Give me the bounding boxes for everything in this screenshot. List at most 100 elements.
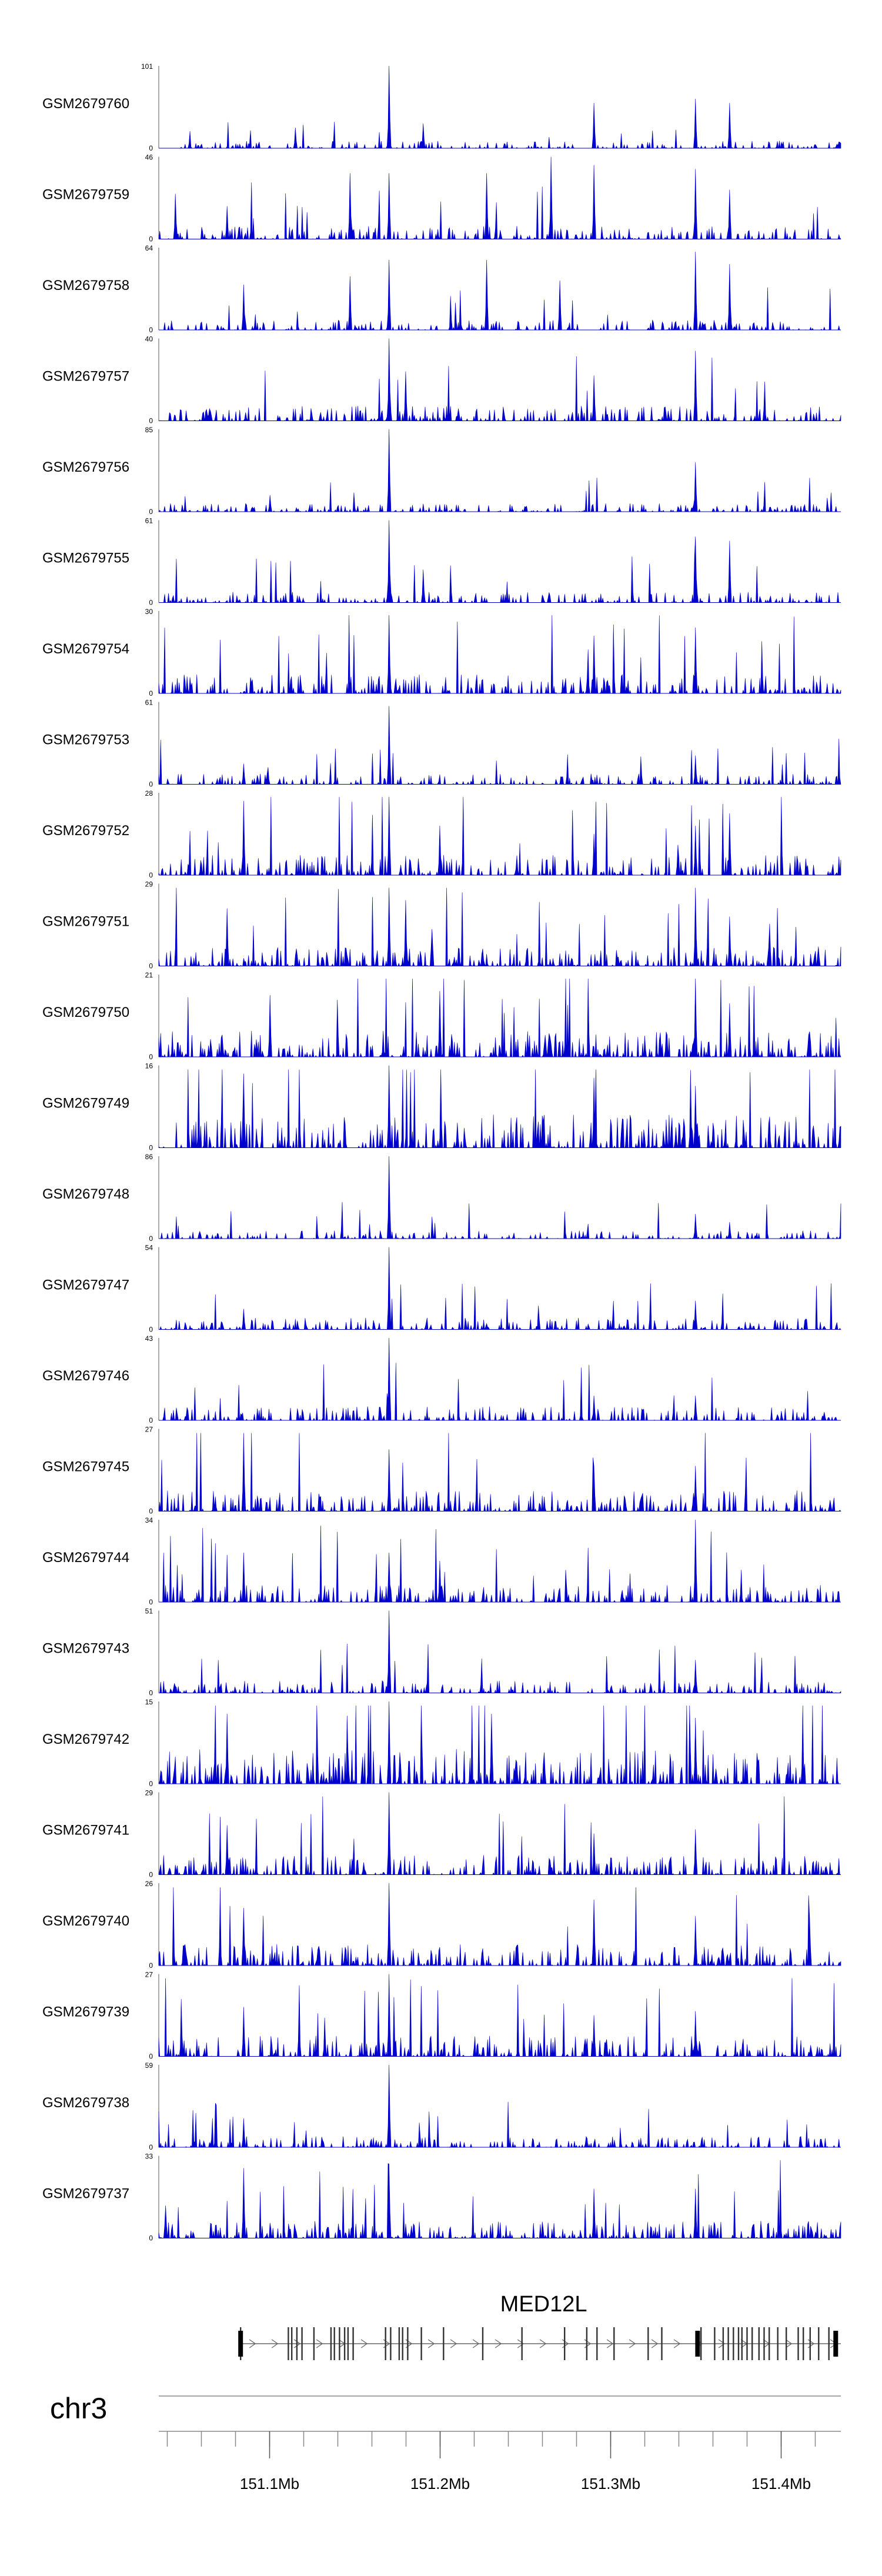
- axis-tick-label: 151.3Mb: [581, 2475, 640, 2492]
- track-label: GSM2679743: [42, 1641, 129, 1657]
- strand-arrow: [517, 2339, 524, 2348]
- track-GSM2679751: GSM2679751 29 0: [42, 880, 841, 970]
- track-ymax-label: 85: [145, 426, 153, 434]
- track-label: GSM2679738: [42, 2095, 129, 2111]
- signal-tracks: GSM26797601010GSM2679759460GSM2679758640…: [42, 62, 841, 2243]
- track-signal: [158, 1701, 841, 1784]
- track-signal: [158, 429, 841, 513]
- gene-name-label: MED12L: [500, 2292, 587, 2317]
- track-GSM2679738: GSM2679738 59 0: [42, 2061, 841, 2151]
- axis-tick-label: 151.4Mb: [751, 2475, 811, 2492]
- track-signal: [158, 1974, 841, 2057]
- track-ymin-label: 0: [149, 1053, 153, 1061]
- track-ymin-label: 0: [149, 780, 153, 789]
- track-GSM2679749: GSM2679749 16 0: [42, 1062, 841, 1152]
- strand-arrow: [450, 2339, 457, 2348]
- exon: [352, 2327, 354, 2360]
- exon: [818, 2327, 820, 2360]
- track-GSM2679740: GSM2679740 26 0: [42, 1880, 841, 1970]
- exon: [727, 2327, 729, 2360]
- track-GSM2679757: GSM2679757 40 0: [42, 335, 841, 425]
- exon: [296, 2327, 298, 2360]
- track-label: GSM2679737: [42, 2186, 129, 2202]
- track-label: GSM2679759: [42, 187, 129, 203]
- track-GSM2679760: GSM2679760 101 0: [42, 62, 841, 152]
- track-label: GSM2679744: [42, 1550, 129, 1566]
- exon: [596, 2327, 598, 2360]
- exon: [339, 2327, 340, 2360]
- strand-arrow: [472, 2339, 480, 2348]
- track-signal: [158, 887, 841, 967]
- track-signal: [158, 1065, 841, 1149]
- track-signal: [158, 1792, 841, 1876]
- track-GSM2679737: GSM2679737 33 0: [42, 2153, 841, 2243]
- exon: [769, 2327, 770, 2360]
- track-GSM2679756: GSM2679756 85 0: [42, 426, 841, 516]
- track-ymin-label: 0: [149, 1689, 153, 1697]
- exon: [564, 2327, 566, 2360]
- exon: [786, 2327, 787, 2360]
- exon: [722, 2327, 724, 2360]
- exon: [313, 2327, 315, 2360]
- exon: [803, 2327, 804, 2360]
- track-ymin-label: 0: [149, 2143, 153, 2151]
- track-ymin-label: 0: [149, 1144, 153, 1152]
- track-signal: [158, 978, 841, 1058]
- track-ymin-label: 0: [149, 871, 153, 879]
- track-label: GSM2679746: [42, 1368, 129, 1384]
- exon: [700, 2327, 702, 2360]
- strand-arrow: [606, 2339, 614, 2348]
- track-label: GSM2679748: [42, 1186, 129, 1202]
- exon: [737, 2327, 740, 2360]
- exon: [291, 2327, 293, 2360]
- track-ymin-label: 0: [149, 144, 153, 152]
- strand-arrow: [651, 2339, 659, 2348]
- track-label: GSM2679760: [42, 96, 129, 112]
- track-signal: [159, 1519, 841, 1603]
- track-ymin-label: 0: [149, 326, 153, 334]
- track-signal: [158, 796, 841, 876]
- track-GSM2679745: GSM2679745 27 0: [42, 1426, 841, 1516]
- track-GSM2679742: GSM2679742 15 0: [42, 1698, 841, 1788]
- strand-arrow: [629, 2339, 636, 2348]
- track-signal: [158, 2064, 841, 2148]
- track-ymax-label: 26: [145, 1880, 153, 1888]
- track-ymin-label: 0: [149, 235, 153, 243]
- track-GSM2679747: GSM2679747 54 0: [42, 1244, 841, 1334]
- track-signal: [159, 251, 841, 331]
- track-GSM2679758: GSM2679758 64 0: [42, 244, 841, 334]
- track-signal: [158, 2160, 841, 2239]
- track-label: GSM2679753: [42, 732, 129, 748]
- exon: [482, 2327, 484, 2360]
- exon: [521, 2327, 523, 2360]
- exon: [390, 2327, 392, 2360]
- exon: [586, 2327, 588, 2360]
- track-GSM2679752: GSM2679752 28 0: [42, 789, 841, 879]
- track-label: GSM2679752: [42, 823, 129, 839]
- track-GSM2679748: GSM2679748 86 0: [42, 1153, 841, 1243]
- track-label: GSM2679750: [42, 1005, 129, 1020]
- track-signal: [159, 1247, 841, 1330]
- exon: [777, 2327, 779, 2360]
- track-label: GSM2679755: [42, 550, 129, 566]
- track-signal: [158, 615, 841, 695]
- track-ymax-label: 15: [145, 1698, 153, 1706]
- track-label: GSM2679739: [42, 2004, 129, 2020]
- track-GSM2679759: GSM2679759 46 0: [42, 154, 841, 243]
- exon: [420, 2327, 422, 2360]
- exon: [733, 2327, 734, 2360]
- track-label: GSM2679745: [42, 1459, 129, 1475]
- track-ymax-label: 29: [145, 880, 153, 889]
- exon: [647, 2327, 649, 2360]
- track-GSM2679753: GSM2679753 61 0: [42, 699, 841, 789]
- track-ymax-label: 29: [145, 1789, 153, 1797]
- track-GSM2679744: GSM2679744 34 0: [42, 1516, 841, 1606]
- track-label: GSM2679754: [42, 641, 129, 657]
- utr-exon: [238, 2331, 243, 2357]
- track-ymin-label: 0: [149, 962, 153, 970]
- track-signal: [158, 156, 841, 240]
- track-ymax-label: 28: [145, 789, 153, 798]
- track-label: GSM2679756: [42, 459, 129, 475]
- track-GSM2679739: GSM2679739 27 0: [42, 1971, 841, 2061]
- track-ymax-label: 54: [145, 1244, 153, 1252]
